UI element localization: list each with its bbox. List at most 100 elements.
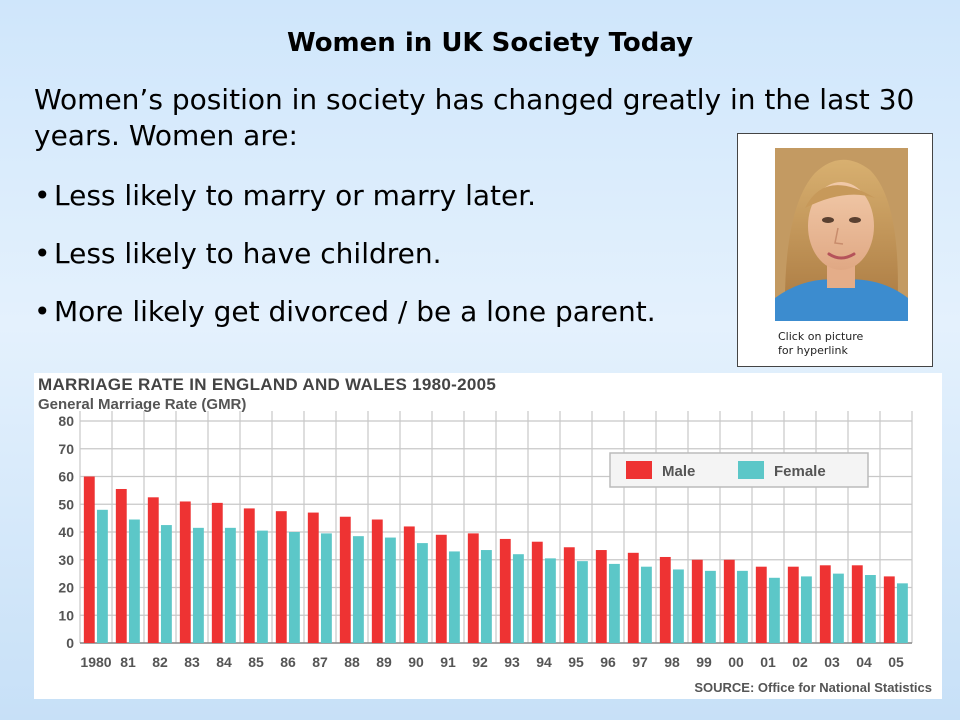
female-bar <box>800 576 812 643</box>
x-tick-label: 1980 <box>80 654 111 670</box>
bullet-text: More likely get divorced / be a lone par… <box>54 295 656 328</box>
bullet-item: • Less likely to have children. <box>34 236 734 272</box>
male-bar <box>659 556 671 643</box>
chart-ylabel: General Marriage Rate (GMR) <box>38 396 247 413</box>
chart-title: MARRIAGE RATE IN ENGLAND AND WALES 1980-… <box>38 375 497 394</box>
slide-title: Women in UK Society Today <box>286 28 694 58</box>
male-bar <box>595 550 607 643</box>
female-bar <box>896 583 908 643</box>
female-bar <box>256 530 268 643</box>
female-bar <box>832 573 844 643</box>
male-bar <box>211 502 223 643</box>
x-tick-label: 01 <box>760 654 776 670</box>
y-tick-label: 60 <box>58 469 74 485</box>
x-tick-label: 81 <box>120 654 136 670</box>
x-tick-label: 92 <box>472 654 488 670</box>
female-bar <box>160 525 172 643</box>
female-bar <box>672 569 684 643</box>
x-tick-label: 83 <box>184 654 200 670</box>
bullet-marker: • <box>34 179 51 212</box>
photo-caption-line: Click on picture <box>778 330 864 343</box>
y-tick-label: 80 <box>58 413 74 429</box>
legend-swatch <box>738 461 764 479</box>
legend-swatch <box>626 461 652 479</box>
female-bar <box>512 554 524 643</box>
x-tick-label: 03 <box>824 654 840 670</box>
y-tick-label: 0 <box>66 635 74 651</box>
x-tick-label: 87 <box>312 654 328 670</box>
photo-caption-line: for hyperlink <box>778 344 848 357</box>
female-bar <box>192 527 204 643</box>
male-bar <box>499 538 511 643</box>
x-tick-label: 02 <box>792 654 808 670</box>
x-tick-label: 82 <box>152 654 168 670</box>
female-bar <box>640 566 652 643</box>
bullet-marker: • <box>34 237 51 270</box>
female-bar <box>576 561 588 643</box>
female-bar <box>320 533 332 643</box>
y-tick-label: 30 <box>58 552 74 568</box>
male-bar <box>403 526 415 643</box>
male-bar <box>723 559 735 643</box>
legend-label: Female <box>774 463 826 480</box>
male-bar <box>339 516 351 643</box>
x-tick-label: 96 <box>600 654 616 670</box>
portrait-photo-link[interactable] <box>775 148 908 321</box>
male-bar <box>531 541 543 643</box>
x-tick-label: 86 <box>280 654 296 670</box>
male-bar <box>883 576 895 643</box>
male-bar <box>467 533 479 643</box>
x-tick-label: 91 <box>440 654 456 670</box>
female-bar <box>352 536 364 643</box>
bullet-text: Less likely to have children. <box>54 237 442 270</box>
female-bar <box>416 543 428 643</box>
y-tick-label: 50 <box>58 496 74 512</box>
x-tick-label: 93 <box>504 654 520 670</box>
y-tick-label: 20 <box>58 580 74 596</box>
female-bar <box>608 563 620 643</box>
chart-source: SOURCE: Office for National Statistics <box>694 680 932 695</box>
male-bar <box>275 511 287 643</box>
male-bar <box>83 476 95 643</box>
female-bar <box>128 519 140 643</box>
photo-frame: Click on picture for hyperlink <box>737 133 933 367</box>
female-bar <box>480 550 492 643</box>
female-bar <box>96 509 108 643</box>
male-bar <box>755 566 767 643</box>
bullet-text: Less likely to marry or marry later. <box>54 179 537 212</box>
male-bar <box>563 547 575 643</box>
x-tick-label: 95 <box>568 654 584 670</box>
marriage-rate-chart: 0 10 20 30 40 50 60 70 80 1980 81 82 83 84 85 86 87 88 89 9… <box>34 373 942 699</box>
female-bar <box>736 570 748 643</box>
bullet-list: • Less likely to marry or marry later. • L… <box>34 178 734 352</box>
female-bar <box>384 537 396 643</box>
female-bar <box>864 575 876 643</box>
male-bar <box>435 534 447 643</box>
y-tick-label: 70 <box>58 441 74 457</box>
x-tick-label: 89 <box>376 654 392 670</box>
x-tick-label: 90 <box>408 654 424 670</box>
female-bar <box>544 558 556 643</box>
x-tick-label: 98 <box>664 654 680 670</box>
male-bar <box>819 565 831 643</box>
bullet-item: • Less likely to marry or marry later. <box>34 178 734 214</box>
female-bar <box>704 570 716 643</box>
x-tick-label: 99 <box>696 654 712 670</box>
intro-text: Women’s position in society has changed … <box>34 83 915 152</box>
x-tick-label: 00 <box>728 654 744 670</box>
x-tick-label: 97 <box>632 654 648 670</box>
male-bar <box>115 488 127 643</box>
x-tick-label: 04 <box>856 654 872 670</box>
male-bar <box>627 552 639 643</box>
male-bar <box>371 519 383 643</box>
bullet-item: • More likely get divorced / be a lone pa… <box>34 294 734 330</box>
male-bar <box>787 566 799 643</box>
female-bar <box>288 532 300 643</box>
male-bar <box>243 508 255 643</box>
legend-label: Male <box>662 463 695 480</box>
female-bar <box>448 551 460 643</box>
photo-caption: Click on picture for hyperlink <box>778 330 863 358</box>
x-tick-label: 94 <box>536 654 552 670</box>
male-bar <box>179 501 191 643</box>
